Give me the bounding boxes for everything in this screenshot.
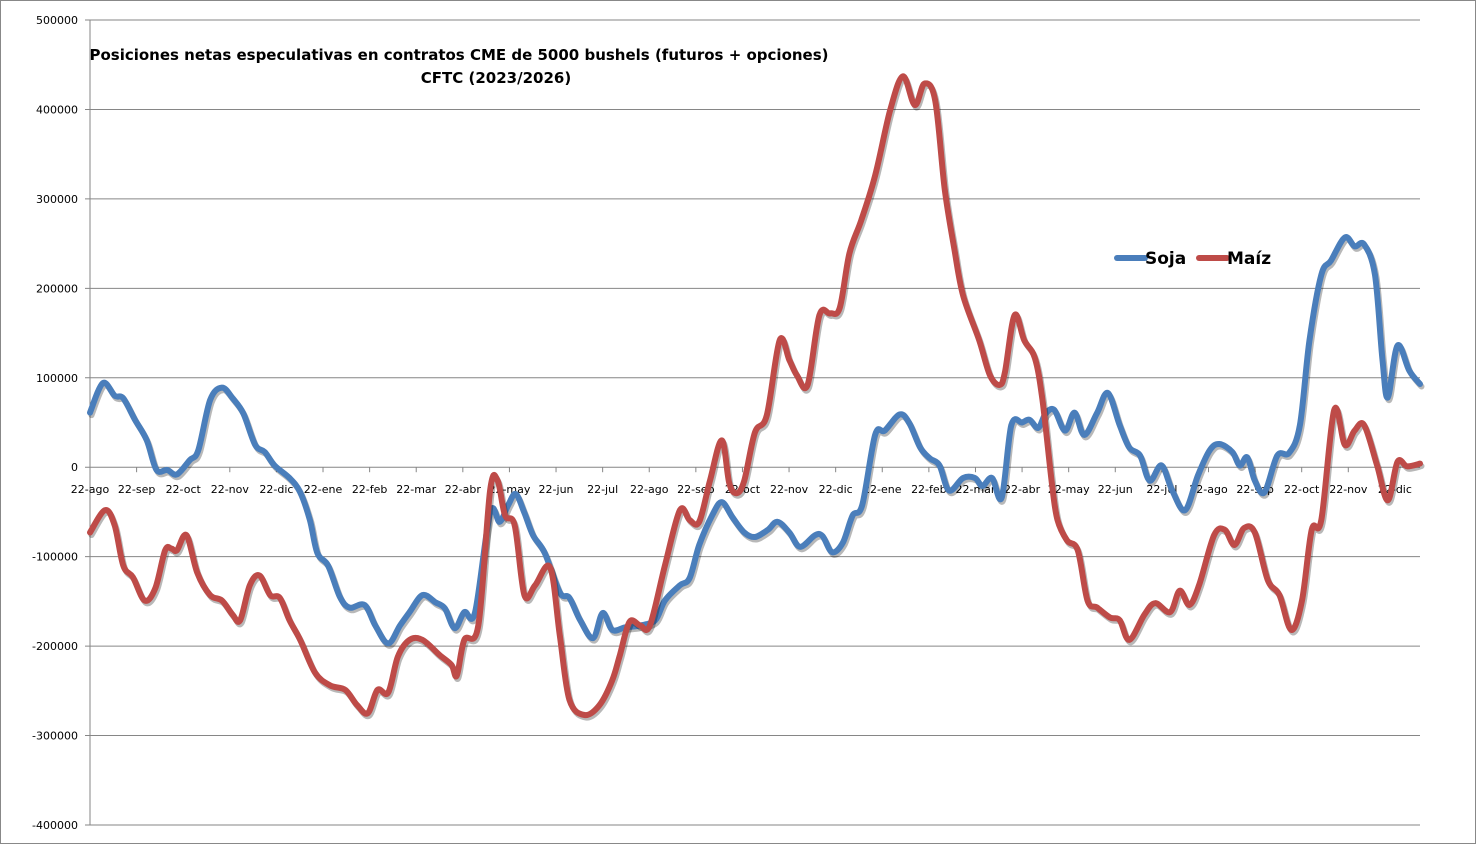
x-tick-label: 22-jun xyxy=(539,483,574,496)
x-tick-label: 22-nov xyxy=(211,483,250,496)
y-tick-label: -400000 xyxy=(32,819,78,832)
x-tick-label: 22-oct xyxy=(166,483,202,496)
y-tick-label: 100000 xyxy=(36,372,78,385)
chart-subtitle: CFTC (2023/2026) xyxy=(421,69,571,87)
chart-frame xyxy=(0,0,1476,844)
x-tick-label: 22-abr xyxy=(445,483,482,496)
x-tick-label: 22-nov xyxy=(770,483,809,496)
x-tick-label: 22-ene xyxy=(863,483,902,496)
legend-label-maz: Maíz xyxy=(1227,249,1271,269)
x-tick-label: 22-ago xyxy=(630,483,669,496)
x-tick-label: 22-may xyxy=(1048,483,1090,496)
y-tick-label: 500000 xyxy=(36,14,78,27)
x-tick-label: 22-dic xyxy=(819,483,853,496)
x-tick-label: 22-ago xyxy=(1189,483,1228,496)
x-tick-label: 22-feb xyxy=(911,483,947,496)
y-tick-label: -200000 xyxy=(32,640,78,653)
x-tick-label: 22-oct xyxy=(1284,483,1320,496)
gridlines xyxy=(85,19,1420,826)
legend: Soja Maíz xyxy=(1114,249,1271,269)
x-tick-label: 22-nov xyxy=(1329,483,1368,496)
axes: 500000 400000 300000 200000 100000 0 -100000 -2… xyxy=(32,14,1412,832)
series-line-maz xyxy=(87,73,1423,719)
legend-label-soja: Soja xyxy=(1145,249,1186,269)
y-tick-label: -100000 xyxy=(32,551,78,564)
series-lines xyxy=(87,73,1425,721)
x-tick-label: 22-ago xyxy=(71,483,110,496)
y-tick-label: 300000 xyxy=(36,193,78,206)
x-tick-label: 22-ene xyxy=(304,483,343,496)
y-tick-label: 0 xyxy=(71,461,78,474)
x-tick-label: 22-jul xyxy=(587,483,618,496)
y-tick-label: 200000 xyxy=(36,282,78,295)
y-tick-label: 400000 xyxy=(36,103,78,116)
x-tick-label: 22-abr xyxy=(1004,483,1041,496)
x-tick-label: 22-sep xyxy=(118,483,155,496)
chart-title: Posiciones netas especulativas en contra… xyxy=(89,46,828,64)
y-tick-label: -300000 xyxy=(32,730,78,743)
series-line-soja xyxy=(87,234,1423,647)
x-tick-label: 22-dic xyxy=(259,483,293,496)
x-tick-label: 22-feb xyxy=(352,483,388,496)
x-tick-label: 22-mar xyxy=(396,483,436,496)
x-tick-label: 22-jun xyxy=(1098,483,1133,496)
